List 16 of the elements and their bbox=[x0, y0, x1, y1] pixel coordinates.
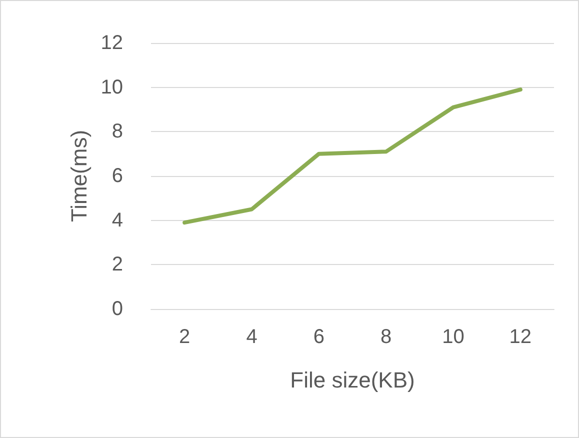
x-tick-label: 10 bbox=[442, 326, 464, 348]
y-tick-label: 12 bbox=[100, 32, 123, 54]
y-tick-label: 6 bbox=[112, 165, 123, 187]
x-tick-label: 12 bbox=[509, 326, 532, 348]
x-tick-label: 8 bbox=[380, 326, 392, 348]
x-tick-label: 6 bbox=[313, 326, 324, 348]
line-series bbox=[182, 88, 522, 225]
x-tick-label: 4 bbox=[246, 326, 258, 348]
y-tick-label: 10 bbox=[100, 76, 123, 98]
y-tick-label: 4 bbox=[112, 209, 123, 232]
y-tick-label: 8 bbox=[112, 120, 123, 143]
x-tick-label: 2 bbox=[179, 326, 190, 348]
y-tick-label: 2 bbox=[112, 254, 123, 276]
y-axis-title: Time(ms) bbox=[66, 130, 92, 222]
x-axis-title: File size(KB) bbox=[290, 368, 415, 392]
y-tick-label: 0 bbox=[112, 298, 123, 320]
